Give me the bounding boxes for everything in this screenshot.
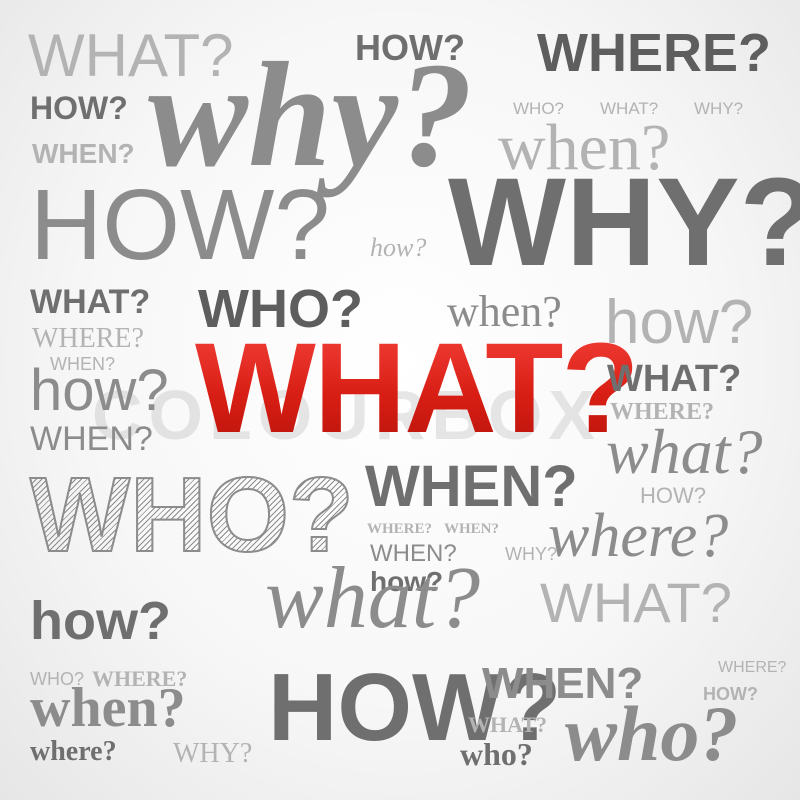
word-who: WHO? xyxy=(29,456,355,574)
word-how: how? xyxy=(370,233,427,262)
word-why: WHY? xyxy=(505,544,558,564)
word-how: HOW? xyxy=(30,90,128,126)
word-who: WHO? xyxy=(513,99,564,118)
word-where: WHERE? xyxy=(610,399,715,425)
word-how: how? xyxy=(370,566,444,597)
word-where: WHERE? xyxy=(92,666,188,691)
hero-word-what: WHAT? xyxy=(195,317,640,460)
word-what: what? xyxy=(606,416,763,487)
word-who: WHO? xyxy=(30,669,84,689)
word-how: how? xyxy=(605,288,754,357)
word-when: when? xyxy=(498,111,671,184)
word-how: HOW? xyxy=(703,684,758,704)
word-who: WHO? xyxy=(198,279,363,339)
word-where: where? xyxy=(548,502,729,570)
word-how: HOW? xyxy=(640,483,706,508)
word-where: WHERE? xyxy=(32,323,144,354)
word-when: WHEN? xyxy=(444,521,500,537)
word-where: WHERE? xyxy=(537,23,771,83)
word-how: how? xyxy=(30,358,169,423)
word-how: HOW? xyxy=(30,169,330,281)
word-where: where? xyxy=(30,736,117,767)
word-who: who? xyxy=(565,690,739,777)
word-how: how? xyxy=(30,591,171,651)
word-what: WHAT? xyxy=(28,22,234,89)
word-what: WHAT? xyxy=(600,99,659,118)
word-when: WHEN? xyxy=(365,454,578,519)
word-when: when? xyxy=(30,677,186,739)
word-when: WHEN? xyxy=(370,540,457,567)
word-why: why? xyxy=(148,32,474,198)
word-when: WHEN? xyxy=(482,659,644,708)
word-what: WHAT? xyxy=(468,712,548,737)
word-who: who? xyxy=(460,736,533,772)
watermark-text: COLOURBOX xyxy=(92,380,601,450)
word-what: what? xyxy=(265,550,481,647)
word-where: WHERE? xyxy=(367,521,433,537)
word-where: WHERE? xyxy=(718,659,787,676)
word-how: HOW? xyxy=(355,27,465,68)
word-why: WHY? xyxy=(448,153,800,292)
word-what: WHAT? xyxy=(607,358,742,400)
word-what: WHAT? xyxy=(30,283,151,321)
word-how: HOW? xyxy=(268,654,562,761)
word-when: WHEN? xyxy=(30,420,153,458)
word-when: WHEN? xyxy=(32,138,135,169)
word-why: WHY? xyxy=(694,99,744,118)
word-why: WHY? xyxy=(173,738,253,769)
word-when: when? xyxy=(447,287,562,336)
word-what: WHAT? xyxy=(540,571,732,634)
word-when: WHEN? xyxy=(50,354,116,374)
